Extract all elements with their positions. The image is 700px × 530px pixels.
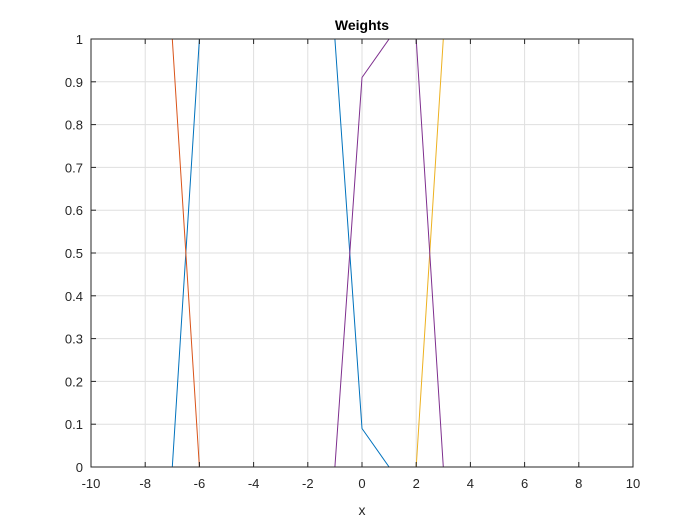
x-tick-label: -8: [139, 476, 151, 491]
y-tick-label: 0.7: [65, 160, 83, 175]
y-tick-label: 0: [76, 460, 83, 475]
x-tick-label: 4: [467, 476, 474, 491]
y-tick-label: 0.1: [65, 417, 83, 432]
y-tick-label: 0.3: [65, 332, 83, 347]
y-tick-label: 0.6: [65, 203, 83, 218]
x-tick-label: 0: [358, 476, 365, 491]
x-axis-label: x: [359, 502, 366, 518]
y-tick-label: 0.9: [65, 75, 83, 90]
x-tick-labels: -10 -8 -6 -4 -2 0 2 4 6 8 10: [82, 476, 641, 491]
y-tick-labels: 0 0.1 0.2 0.3 0.4 0.5 0.6 0.7 0.8 0.9 1: [65, 32, 83, 475]
x-tick-label: 6: [521, 476, 528, 491]
y-tick-label: 0.4: [65, 289, 83, 304]
x-tick-label: 2: [413, 476, 420, 491]
y-tick-label: 0.5: [65, 246, 83, 261]
x-tick-label: 8: [575, 476, 582, 491]
chart-title: Weights: [335, 17, 389, 33]
x-tick-label: -6: [194, 476, 206, 491]
x-tick-label: 10: [626, 476, 640, 491]
x-tick-label: -4: [248, 476, 260, 491]
ticks: [90, 38, 634, 468]
x-tick-label: -10: [82, 476, 101, 491]
x-tick-label: -2: [302, 476, 314, 491]
y-tick-label: 0.8: [65, 118, 83, 133]
y-tick-label: 0.2: [65, 374, 83, 389]
y-tick-label: 1: [76, 32, 83, 47]
